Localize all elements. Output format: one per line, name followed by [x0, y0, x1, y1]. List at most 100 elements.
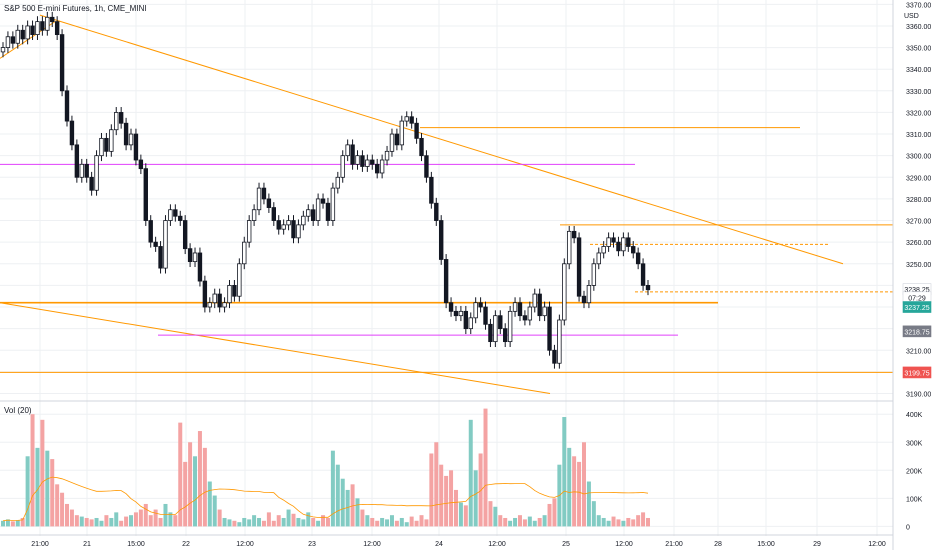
volume-bar: [168, 512, 173, 527]
candle-up: [114, 112, 119, 131]
candle-down: [123, 122, 129, 146]
candle-down: [30, 25, 35, 35]
candle-down: [424, 155, 429, 178]
candle-down: [84, 163, 89, 178]
candle-up: [315, 198, 321, 221]
volume-bar: [227, 519, 232, 527]
volume-bar: [129, 515, 134, 527]
candle-down: [616, 241, 621, 252]
candle-up: [468, 317, 473, 330]
volume-label[interactable]: Vol (20): [4, 406, 32, 415]
candle-up: [567, 230, 572, 265]
volume-bar: [542, 515, 547, 527]
candle-down: [645, 285, 651, 291]
candle-down: [133, 133, 139, 161]
volume-bar: [1, 520, 5, 527]
candle-down: [537, 293, 542, 317]
price-tick-label: 3280.00: [906, 197, 931, 204]
volume-bar: [567, 447, 572, 527]
volume-bar: [458, 502, 463, 527]
volume-bar: [178, 422, 183, 527]
trendline: [39, 14, 844, 265]
volume-tick-label: 0: [906, 524, 910, 531]
candle-up: [192, 252, 198, 263]
candle-up: [163, 220, 168, 269]
volume-bar: [138, 509, 143, 527]
candle-down: [414, 122, 419, 139]
volume-bar: [562, 417, 567, 527]
candle-down: [153, 241, 158, 247]
volume-bars: [1, 408, 650, 527]
price-badge-label: 3218.75: [904, 329, 929, 336]
candle-up: [562, 263, 567, 321]
volume-bar: [5, 519, 10, 527]
volume-bar: [15, 520, 20, 527]
candle-up: [5, 36, 11, 48]
candle-down: [635, 252, 641, 265]
volume-bar: [596, 515, 601, 527]
candle-up: [222, 302, 227, 308]
volume-bar: [252, 515, 257, 527]
volume-bar: [188, 442, 193, 527]
volume-bar: [114, 512, 119, 527]
volume-bar: [74, 515, 79, 527]
volume-bar: [621, 520, 626, 527]
volume-bar: [375, 520, 380, 527]
price-tick-label: 3330.00: [906, 89, 931, 96]
price-tick-label: 3310.00: [906, 132, 931, 139]
candle-up: [301, 215, 306, 226]
candle-down: [187, 248, 193, 263]
candle-down: [69, 120, 75, 146]
volume-bar: [577, 461, 582, 527]
candle-up: [601, 246, 606, 254]
candle-down: [178, 215, 183, 221]
candle-down: [453, 310, 459, 317]
volume-bar: [591, 501, 596, 527]
volume-bar: [193, 456, 198, 527]
volume-bar: [311, 517, 316, 527]
candle-up: [168, 209, 173, 221]
candle-up: [507, 310, 513, 343]
candle-up: [365, 159, 370, 167]
candle-down: [291, 220, 296, 239]
volume-bar: [508, 520, 513, 527]
volume-bar: [50, 459, 55, 527]
candle-down: [64, 90, 70, 122]
candle-down: [182, 220, 188, 250]
candle-down: [488, 323, 493, 343]
candle-up: [542, 306, 547, 317]
candle-down: [581, 295, 587, 304]
candle-down: [217, 293, 222, 308]
volume-bar: [335, 464, 340, 527]
volume-bar: [581, 442, 586, 527]
volume-bar: [271, 520, 276, 527]
volume-bar: [99, 520, 104, 527]
volume-bar: [503, 517, 508, 527]
price-tick-label: 3250.00: [906, 262, 931, 269]
candle-up: [227, 285, 232, 304]
volume-bar: [365, 515, 370, 527]
volume-bar: [222, 517, 227, 527]
candle-up: [458, 310, 464, 317]
volume-bar: [247, 519, 252, 527]
volume-bar: [69, 509, 74, 527]
volume-bar: [636, 515, 641, 527]
candle-up: [237, 263, 242, 297]
volume-bar: [153, 509, 158, 527]
volume-bar: [340, 478, 345, 527]
candle-down: [59, 34, 65, 92]
price-badge-label: 3199.75: [904, 370, 929, 377]
candle-up: [532, 293, 537, 308]
candle-up: [591, 263, 597, 286]
candle-down: [325, 202, 331, 221]
time-tick-label: 15:00: [757, 541, 775, 548]
price-tick-label: 3340.00: [906, 67, 931, 74]
time-tick-label: 12:00: [488, 541, 506, 548]
volume-bar: [316, 520, 321, 527]
time-tick-label: 12:00: [868, 541, 886, 548]
volume-bar: [350, 484, 355, 527]
volume-bar: [325, 517, 330, 527]
candle-down: [374, 163, 380, 174]
candle-down: [74, 144, 80, 178]
time-tick-label: 28: [714, 541, 722, 548]
